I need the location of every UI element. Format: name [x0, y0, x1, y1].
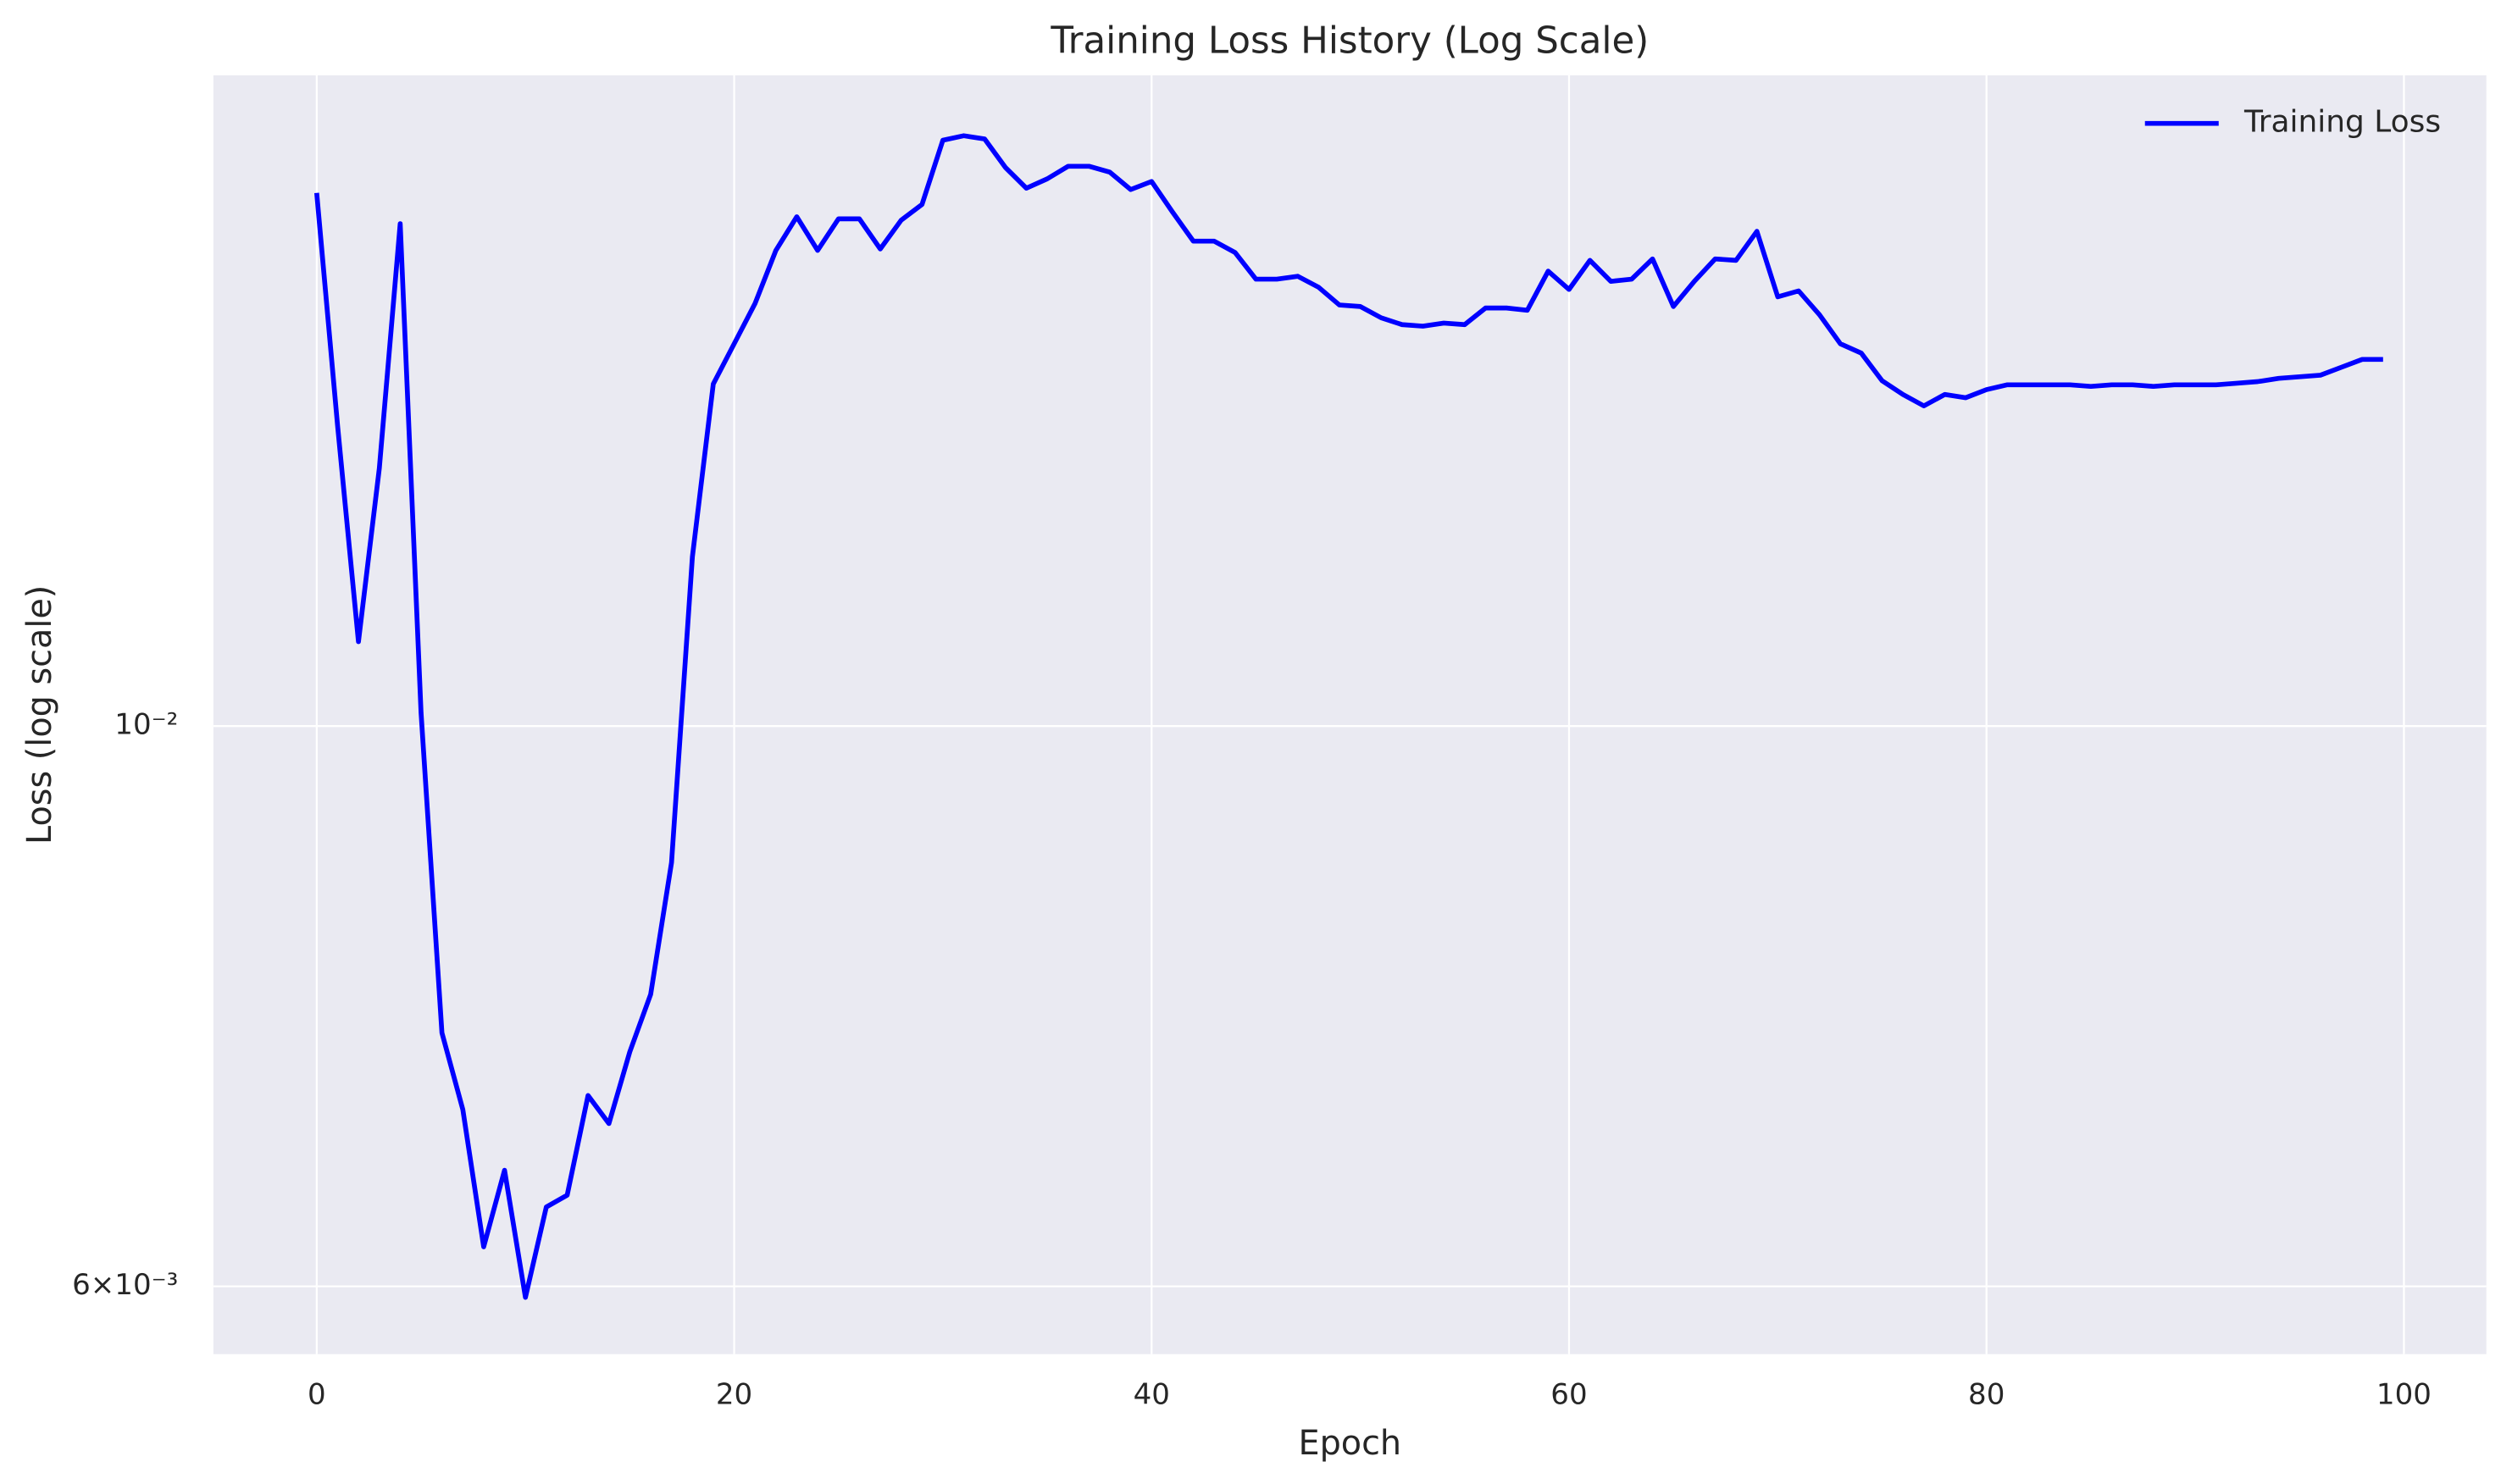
plot-area [213, 75, 2487, 1354]
y-tick-label: 6×10⁻³ [72, 1268, 178, 1302]
x-tick-label: 80 [1968, 1377, 2005, 1411]
y-axis-label: Loss (log scale) [20, 585, 59, 844]
y-tick-label: 10⁻² [114, 708, 178, 742]
chart-title: Training Loss History (Log Scale) [1050, 20, 1649, 63]
x-tick-label: 40 [1134, 1377, 1170, 1411]
legend-label: Training Loss [2243, 105, 2441, 140]
x-tick-label: 100 [2376, 1377, 2432, 1411]
line-series [313, 133, 2383, 1300]
x-tick-label: 20 [716, 1377, 752, 1411]
x-tick-label: 60 [1550, 1377, 1587, 1411]
x-axis-label: Epoch [1298, 1424, 1401, 1463]
x-tick-label: 0 [308, 1377, 326, 1411]
marks [313, 133, 2383, 1300]
